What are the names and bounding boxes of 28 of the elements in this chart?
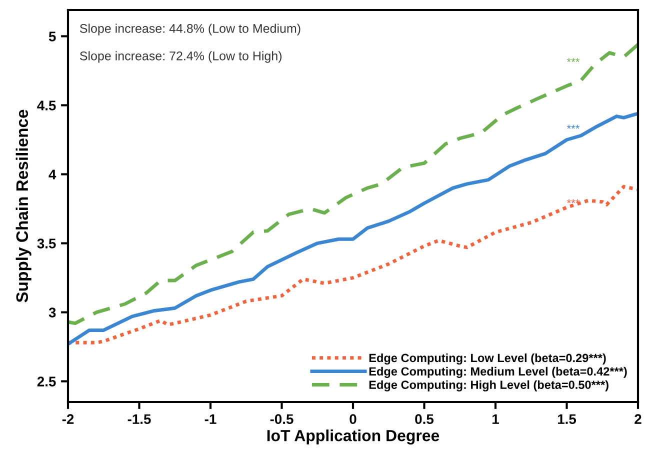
annotation: ***: [566, 58, 580, 62]
y-tick-label: 3: [48, 308, 56, 318]
x-tick-label: -0.5: [270, 414, 294, 424]
line-series: [68, 112, 638, 346]
x-tick-label: 1: [492, 414, 499, 424]
legend-label: Edge Computing: Medium Level (beta=0.42***): [369, 366, 627, 378]
x-tick-label: -2: [62, 414, 74, 424]
annotation: Slope increase: 44.8% (Low to Medium): [80, 24, 300, 36]
x-axis-title: IoT Application Degree: [267, 430, 440, 444]
line-series: [68, 42, 638, 326]
x-tick-label: 2: [634, 414, 642, 424]
y-tick-label: 2.5: [37, 376, 56, 386]
x-tick-label: 0: [350, 414, 356, 424]
x-tick-label: -1.5: [128, 414, 151, 424]
annotation: Slope increase: 72.4% (Low to High): [80, 51, 282, 63]
y-tick-label: 3.5: [37, 238, 56, 248]
annotation: ***: [566, 199, 580, 204]
y-axis-title: Supply Chain Resilience: [16, 110, 32, 302]
annotation: ***: [566, 124, 580, 129]
y-tick-label: 4.5: [37, 100, 56, 110]
legend-label: Edge Computing: Low Level (beta=0.29***): [369, 353, 606, 365]
line-series: [68, 184, 638, 344]
y-tick-label: 5: [48, 32, 56, 42]
x-tick-label: 1.5: [558, 414, 576, 424]
x-tick-label: -1: [204, 414, 216, 424]
legend-label: Edge Computing: High Level (beta=0.50***): [369, 380, 608, 392]
x-tick-label: 0.5: [415, 414, 434, 424]
y-tick-label: 4: [48, 170, 56, 180]
